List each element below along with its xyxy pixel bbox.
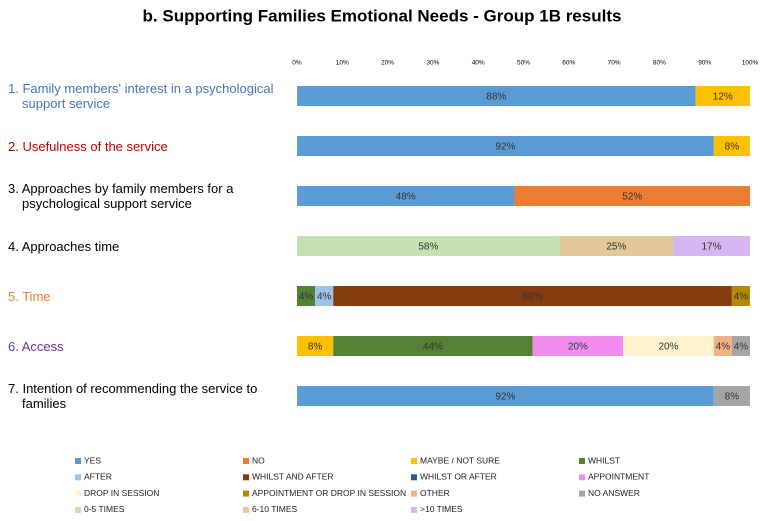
legend-label: NO ANSWER: [588, 488, 640, 498]
legend-label: MAYBE / NOT SURE: [420, 455, 500, 465]
value-label: 88%: [523, 292, 543, 303]
bar-segment: [297, 286, 316, 306]
value-label: 48%: [396, 192, 416, 203]
bar-segment: [297, 386, 714, 406]
bar-segment: [623, 336, 714, 356]
bar-segment: [559, 236, 673, 256]
legend-label: NO: [252, 455, 265, 465]
legend-swatch: [75, 474, 81, 481]
x-tick-label: 40%: [472, 60, 485, 67]
value-label: 20%: [658, 342, 678, 353]
bar-segment: [514, 186, 750, 206]
legend-label: APPOINTMENT OR DROP IN SESSION: [252, 488, 406, 498]
category-label: 7. Intention of recommending the service…: [8, 381, 258, 411]
value-label: 8%: [308, 342, 323, 353]
value-label: 8%: [725, 142, 740, 153]
bar-segment: [713, 386, 750, 406]
x-tick-label: 90%: [698, 60, 711, 67]
legend-swatch: [411, 458, 417, 464]
value-label: 4%: [716, 342, 731, 353]
value-label: 52%: [622, 192, 642, 203]
legend-label: 6-10 TIMES: [252, 504, 298, 514]
bar-segment: [333, 336, 533, 356]
legend-swatch: [243, 506, 249, 513]
category-label: 1. Family members' interest in a psychol…: [8, 81, 274, 111]
legend-label: WHILST: [588, 455, 620, 465]
legend-swatch: [411, 506, 417, 513]
bar-segment: [532, 336, 624, 356]
legend-swatch: [75, 490, 81, 497]
x-tick-label: 50%: [517, 60, 530, 67]
legend-swatch: [579, 458, 585, 464]
value-label: 4%: [317, 292, 332, 303]
legend-swatch: [75, 458, 81, 464]
bar-segment: [315, 286, 334, 306]
x-tick-label: 0%: [292, 60, 302, 67]
bar-segment: [297, 86, 696, 106]
x-tick-label: 10%: [336, 60, 349, 67]
bar-segment: [731, 286, 750, 306]
bar-segment: [731, 336, 750, 356]
legend-swatch: [243, 458, 249, 464]
value-label: 8%: [725, 392, 740, 403]
legend-swatch: [411, 490, 417, 497]
legend-label: 0-5 TIMES: [84, 504, 125, 514]
bar-segment: [695, 86, 750, 106]
x-tick-label: 70%: [608, 60, 621, 67]
x-tick-label: 30%: [426, 60, 439, 67]
chart-title: b. Supporting Families Emotional Needs -…: [143, 6, 622, 25]
legend-label: AFTER: [84, 472, 112, 482]
legend-label: APPOINTMENT: [588, 472, 649, 482]
bar-segment: [297, 236, 560, 256]
x-tick-label: 60%: [562, 60, 575, 67]
value-label: 58%: [418, 242, 438, 253]
legend-label: DROP IN SESSION: [84, 488, 159, 498]
value-label: 92%: [495, 142, 515, 153]
legend-label: >10 TIMES: [420, 504, 463, 514]
value-label: 88%: [486, 92, 506, 103]
value-label: 92%: [495, 392, 515, 403]
value-label: 25%: [606, 242, 626, 253]
legend-swatch: [579, 490, 585, 497]
bar-segment: [297, 186, 515, 206]
legend-swatch: [579, 474, 585, 481]
legend-swatch: [75, 506, 81, 513]
value-label: 20%: [568, 342, 588, 353]
bar-segment: [713, 136, 750, 156]
x-tick-label: 20%: [381, 60, 394, 67]
bar-segment: [297, 136, 714, 156]
value-label: 4%: [734, 342, 749, 353]
legend-swatch: [243, 474, 249, 481]
value-label: 12%: [713, 92, 733, 103]
legend-swatch: [243, 490, 249, 497]
value-label: 44%: [423, 342, 443, 353]
value-label: 4%: [299, 292, 314, 303]
bar-segment: [333, 286, 732, 306]
bar-segment: [672, 236, 750, 256]
x-tick-label: 100%: [742, 60, 759, 67]
category-label: 2. Usefulness of the service: [8, 138, 168, 154]
category-label: 6. Access: [8, 338, 64, 354]
legend-label: OTHER: [420, 488, 450, 498]
value-label: 4%: [734, 292, 749, 303]
x-tick-label: 80%: [653, 60, 666, 67]
legend-label: WHILST AND AFTER: [252, 472, 334, 482]
category-label: 4. Approaches time: [8, 238, 120, 254]
value-label: 17%: [701, 242, 721, 253]
category-label: 3. Approaches by family members for a ps…: [8, 181, 234, 211]
legend-swatch: [411, 474, 417, 481]
bar-segment: [297, 336, 334, 356]
category-label: 5. Time: [8, 288, 51, 304]
legend-label: WHILST OR AFTER: [420, 472, 497, 482]
bar-segment: [713, 336, 732, 356]
legend-label: YES: [84, 455, 101, 465]
